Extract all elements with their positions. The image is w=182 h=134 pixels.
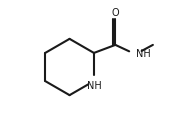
Text: NH: NH [136, 49, 151, 59]
Text: NH: NH [87, 81, 102, 91]
Text: O: O [112, 8, 119, 18]
